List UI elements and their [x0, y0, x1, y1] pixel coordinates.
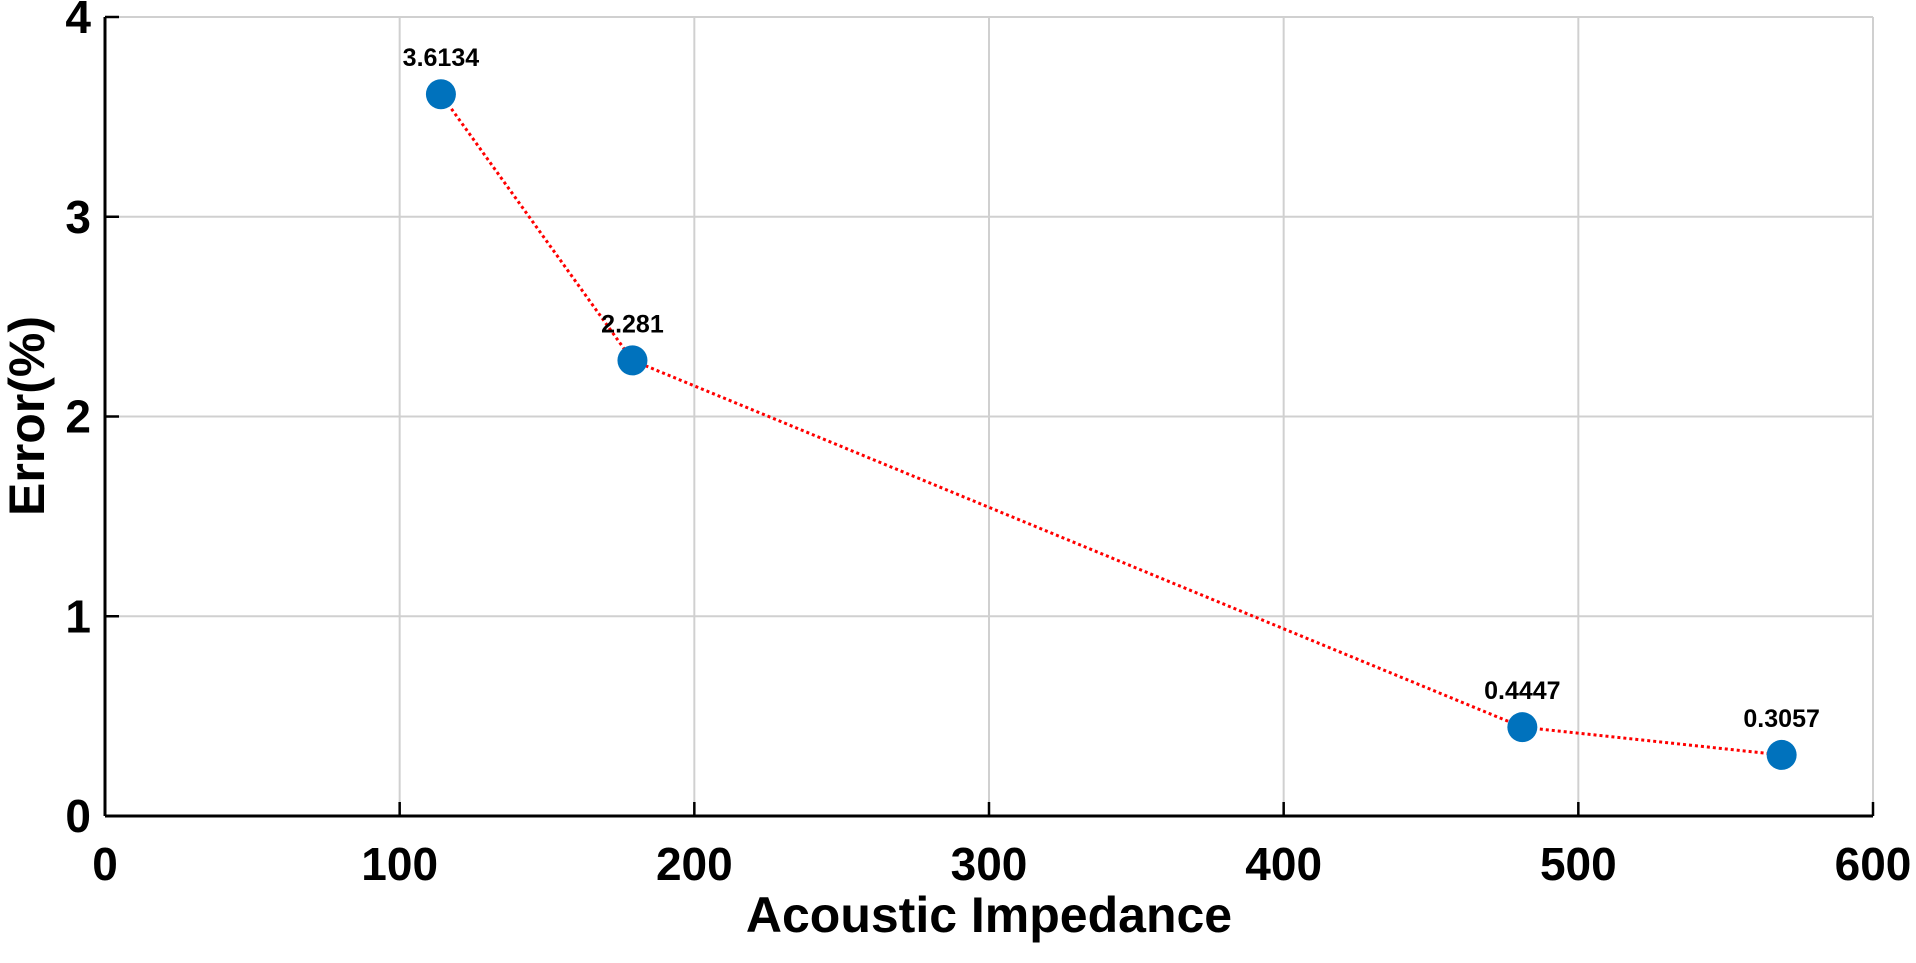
y-tick-label: 2 — [65, 391, 91, 443]
data-point — [1766, 739, 1797, 770]
x-tick-label: 400 — [1245, 838, 1322, 890]
data-label: 2.281 — [601, 310, 664, 338]
y-axis-label: Error(%) — [0, 316, 55, 516]
data-point — [617, 345, 648, 376]
x-tick-label: 300 — [951, 838, 1028, 890]
y-tick-label: 1 — [65, 590, 91, 642]
data-point — [425, 79, 456, 110]
data-label: 3.6134 — [403, 44, 480, 72]
x-tick-label: 600 — [1835, 838, 1912, 890]
data-point — [1507, 712, 1538, 743]
data-label: 0.4447 — [1484, 677, 1560, 705]
x-tick-label: 100 — [361, 838, 438, 890]
y-tick-label: 0 — [65, 790, 91, 842]
x-tick-label: 0 — [92, 838, 118, 890]
x-tick-label: 200 — [656, 838, 733, 890]
x-tick-label: 500 — [1540, 838, 1617, 890]
y-tick-label: 4 — [65, 0, 91, 43]
y-tick-label: 3 — [65, 191, 91, 243]
data-label: 0.3057 — [1743, 705, 1819, 733]
x-axis-label: Acoustic Impedance — [746, 887, 1232, 943]
data-line — [439, 93, 1782, 757]
